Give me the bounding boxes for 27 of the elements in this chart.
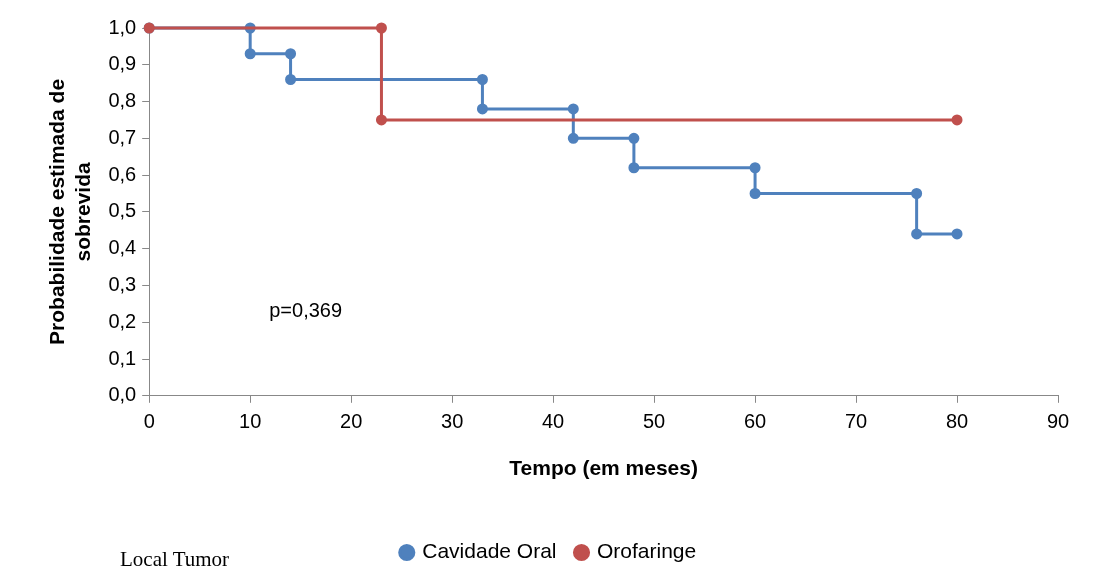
x-tick-label: 80 [945, 410, 969, 433]
x-tick-label: 30 [441, 410, 464, 433]
y-tick-label: 0,9 [108, 52, 137, 75]
x-axis-title: Tempo (em meses) [509, 456, 698, 480]
annotation: p=0,369 [269, 298, 343, 321]
text: Local Tumor [120, 546, 230, 571]
y-tick-label: 0,5 [108, 199, 137, 222]
x-tick-label: 40 [541, 410, 565, 433]
x-tick-label: 0 [143, 410, 155, 433]
y-tick-label: 0,0 [108, 383, 137, 406]
y-tick-label: 0,2 [108, 309, 137, 332]
y-tick-label: 0,8 [108, 89, 137, 112]
y-tick-label: 1,0 [108, 15, 137, 38]
y-tick-label: 0,1 [108, 346, 137, 369]
y-tick-label: 0,4 [108, 236, 137, 259]
x-tick-label: 90 [1046, 410, 1070, 433]
x-tick-label: 20 [340, 410, 363, 433]
y-tick-label: 0,3 [108, 272, 137, 295]
y-tick-label: 0,6 [108, 162, 137, 185]
y-axis-title: Probabilidade estimada de sobrevida [45, 78, 94, 345]
x-tick-label: 50 [642, 410, 666, 433]
legend-label: Cavidade Oral [422, 539, 557, 563]
y-tick-label: 0,7 [108, 125, 137, 148]
x-tick-label: 10 [239, 410, 262, 433]
x-tick-label: 70 [844, 410, 868, 433]
x-tick-label: 60 [743, 410, 767, 433]
legend-label: Orofaringe [597, 539, 697, 563]
